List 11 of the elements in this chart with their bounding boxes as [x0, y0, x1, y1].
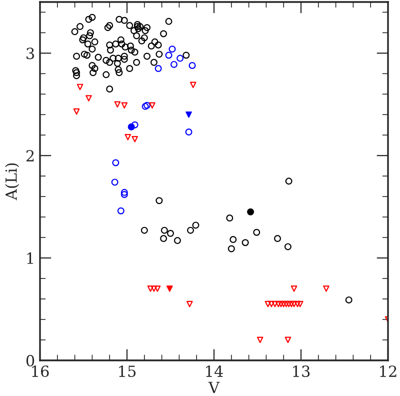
y-tick-label: 1: [27, 252, 33, 264]
x-axis-title: V: [208, 382, 220, 394]
x-tick-label: 13: [293, 365, 310, 378]
x-tick-label: 16: [32, 365, 49, 378]
y-tick-label: 3: [26, 48, 34, 60]
x-tick-label: 14: [206, 365, 223, 377]
x-tick-label: 12: [380, 365, 396, 377]
y-tick-label: 2: [26, 150, 34, 162]
y-tick-label: 0: [26, 354, 34, 366]
x-tick-label: 15: [119, 365, 136, 378]
y-axis-title: A(Li): [5, 163, 20, 200]
